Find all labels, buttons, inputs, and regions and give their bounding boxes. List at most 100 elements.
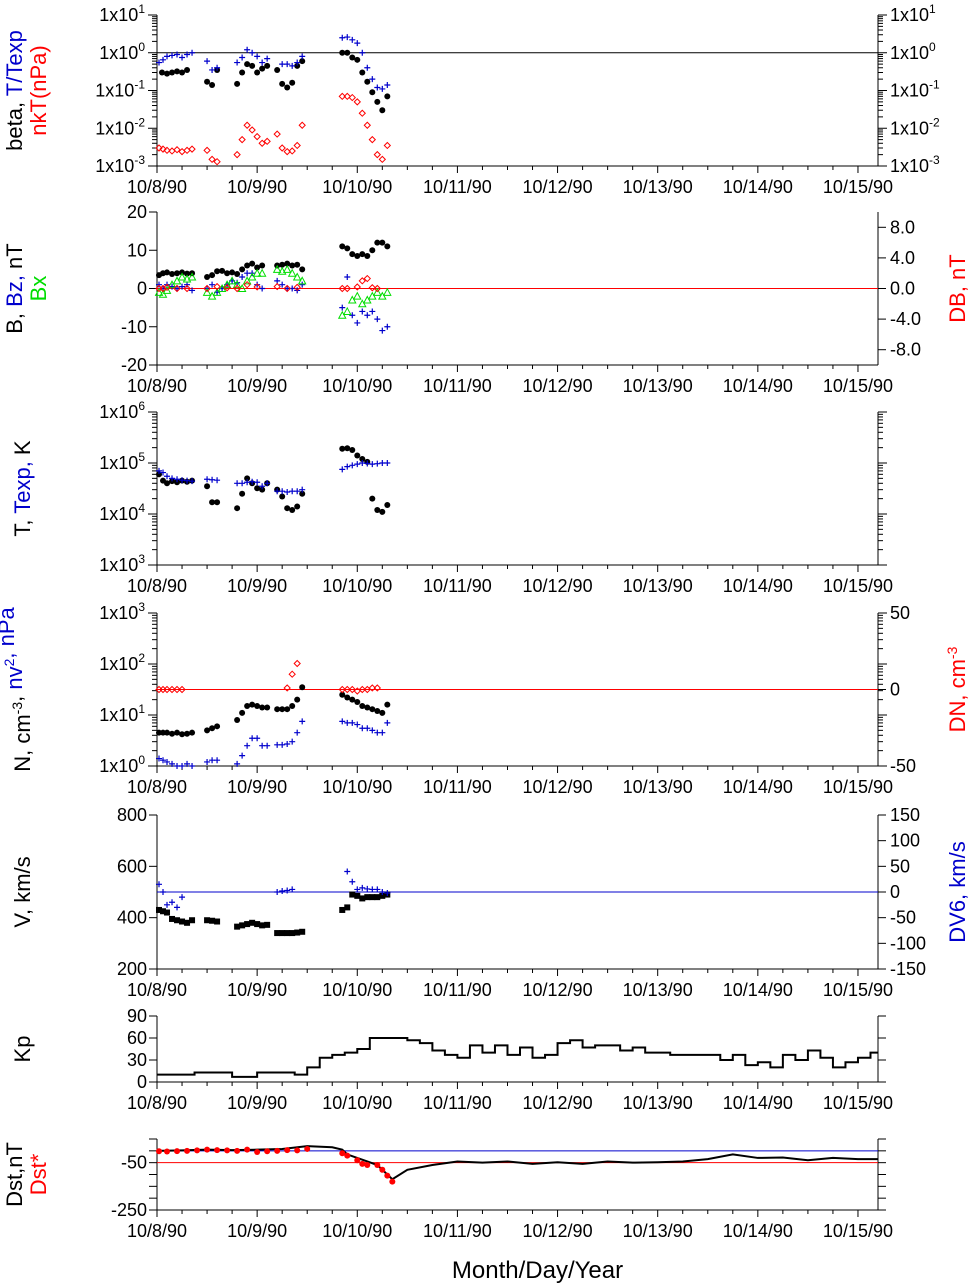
data-point xyxy=(160,908,167,915)
data-point xyxy=(217,283,227,292)
x-tick-label: 10/15/90 xyxy=(823,777,893,797)
data-point xyxy=(189,763,196,769)
data-point xyxy=(179,894,186,901)
data-point xyxy=(279,281,286,288)
data-point xyxy=(344,49,351,56)
data-point xyxy=(283,684,291,692)
y-tick-label: 0 xyxy=(137,1072,147,1092)
data-point xyxy=(254,69,261,76)
data-point xyxy=(364,894,371,901)
x-tick-label: 10/9/90 xyxy=(227,376,287,396)
y2-tick-label: 50 xyxy=(890,603,910,623)
data-point xyxy=(204,476,211,483)
data-point xyxy=(284,285,291,292)
data-point xyxy=(274,277,281,284)
x-tick-label: 10/9/90 xyxy=(227,980,287,1000)
data-point xyxy=(349,719,356,726)
data-point xyxy=(362,295,372,304)
data-point xyxy=(274,930,281,937)
data-point xyxy=(373,150,382,159)
data-point xyxy=(209,66,216,73)
data-point xyxy=(164,70,171,77)
data-point xyxy=(284,489,291,495)
data-point xyxy=(174,476,181,483)
data-point xyxy=(263,137,271,146)
data-point xyxy=(249,62,256,69)
data-point xyxy=(174,1148,181,1155)
y2-axis-label: DB, nT xyxy=(945,254,970,322)
data-point xyxy=(369,894,376,901)
y2-axis-label: DN, cm-3 xyxy=(944,646,970,732)
x-tick-label: 10/13/90 xyxy=(623,980,693,1000)
data-point xyxy=(204,727,211,734)
data-point xyxy=(379,729,386,736)
data-point xyxy=(359,703,366,710)
data-point xyxy=(254,735,261,742)
x-tick-label: 10/9/90 xyxy=(227,576,287,596)
data-point xyxy=(154,287,164,296)
data-point xyxy=(279,706,286,713)
y2-tick-label: 1x10-1 xyxy=(890,78,940,101)
data-point xyxy=(279,887,286,894)
data-point xyxy=(243,121,251,129)
x-tick-label: 10/8/90 xyxy=(127,1221,187,1241)
data-point xyxy=(244,921,251,928)
data-point xyxy=(249,260,256,267)
data-point xyxy=(384,890,391,897)
data-point xyxy=(184,730,191,737)
data-point xyxy=(364,704,371,711)
series-diamond xyxy=(155,274,382,293)
data-point xyxy=(173,146,181,154)
data-point xyxy=(244,46,251,53)
data-point xyxy=(174,68,181,75)
data-point xyxy=(179,269,186,276)
data-point xyxy=(344,274,351,281)
y-tick-label: 600 xyxy=(117,856,147,876)
data-point xyxy=(374,886,381,893)
data-point xyxy=(239,709,246,716)
data-point xyxy=(294,62,301,69)
data-point xyxy=(354,1157,361,1164)
data-point xyxy=(289,506,296,513)
series-diamond xyxy=(155,92,392,166)
data-point xyxy=(259,486,266,493)
y2-tick-label: -150 xyxy=(890,959,926,979)
x-tick-label: 10/12/90 xyxy=(523,980,593,1000)
series-step xyxy=(157,1037,878,1078)
data-point xyxy=(223,284,231,292)
data-point xyxy=(169,270,176,277)
x-tick-label: 10/10/90 xyxy=(322,980,392,1000)
y-tick-label: 400 xyxy=(117,908,147,928)
data-point xyxy=(233,284,241,293)
data-point xyxy=(259,65,266,72)
data-point xyxy=(248,126,256,134)
data-point xyxy=(169,52,176,59)
data-point xyxy=(292,272,302,281)
data-point xyxy=(184,281,191,288)
data-point xyxy=(339,304,346,311)
data-point xyxy=(379,889,386,895)
y-axis-label: N, cm-3, nv2, nPa xyxy=(0,606,35,771)
series-plus xyxy=(156,718,391,769)
data-point xyxy=(239,274,246,281)
data-point xyxy=(379,1166,386,1173)
data-point xyxy=(374,239,381,246)
data-point xyxy=(234,760,241,767)
data-point xyxy=(288,670,296,678)
data-point xyxy=(254,485,261,492)
data-point xyxy=(244,742,251,749)
data-point xyxy=(239,922,246,929)
data-point xyxy=(298,121,306,129)
x-tick-label: 10/15/90 xyxy=(823,576,893,596)
data-point xyxy=(344,445,351,452)
data-point xyxy=(174,285,181,292)
series-dot xyxy=(156,445,391,515)
y-tick-label: 90 xyxy=(127,1006,147,1026)
data-point xyxy=(284,887,291,894)
data-point xyxy=(249,478,256,485)
data-point xyxy=(374,894,381,901)
data-point xyxy=(214,757,221,764)
data-point xyxy=(239,266,246,273)
data-point xyxy=(283,284,291,293)
data-point xyxy=(349,878,356,885)
